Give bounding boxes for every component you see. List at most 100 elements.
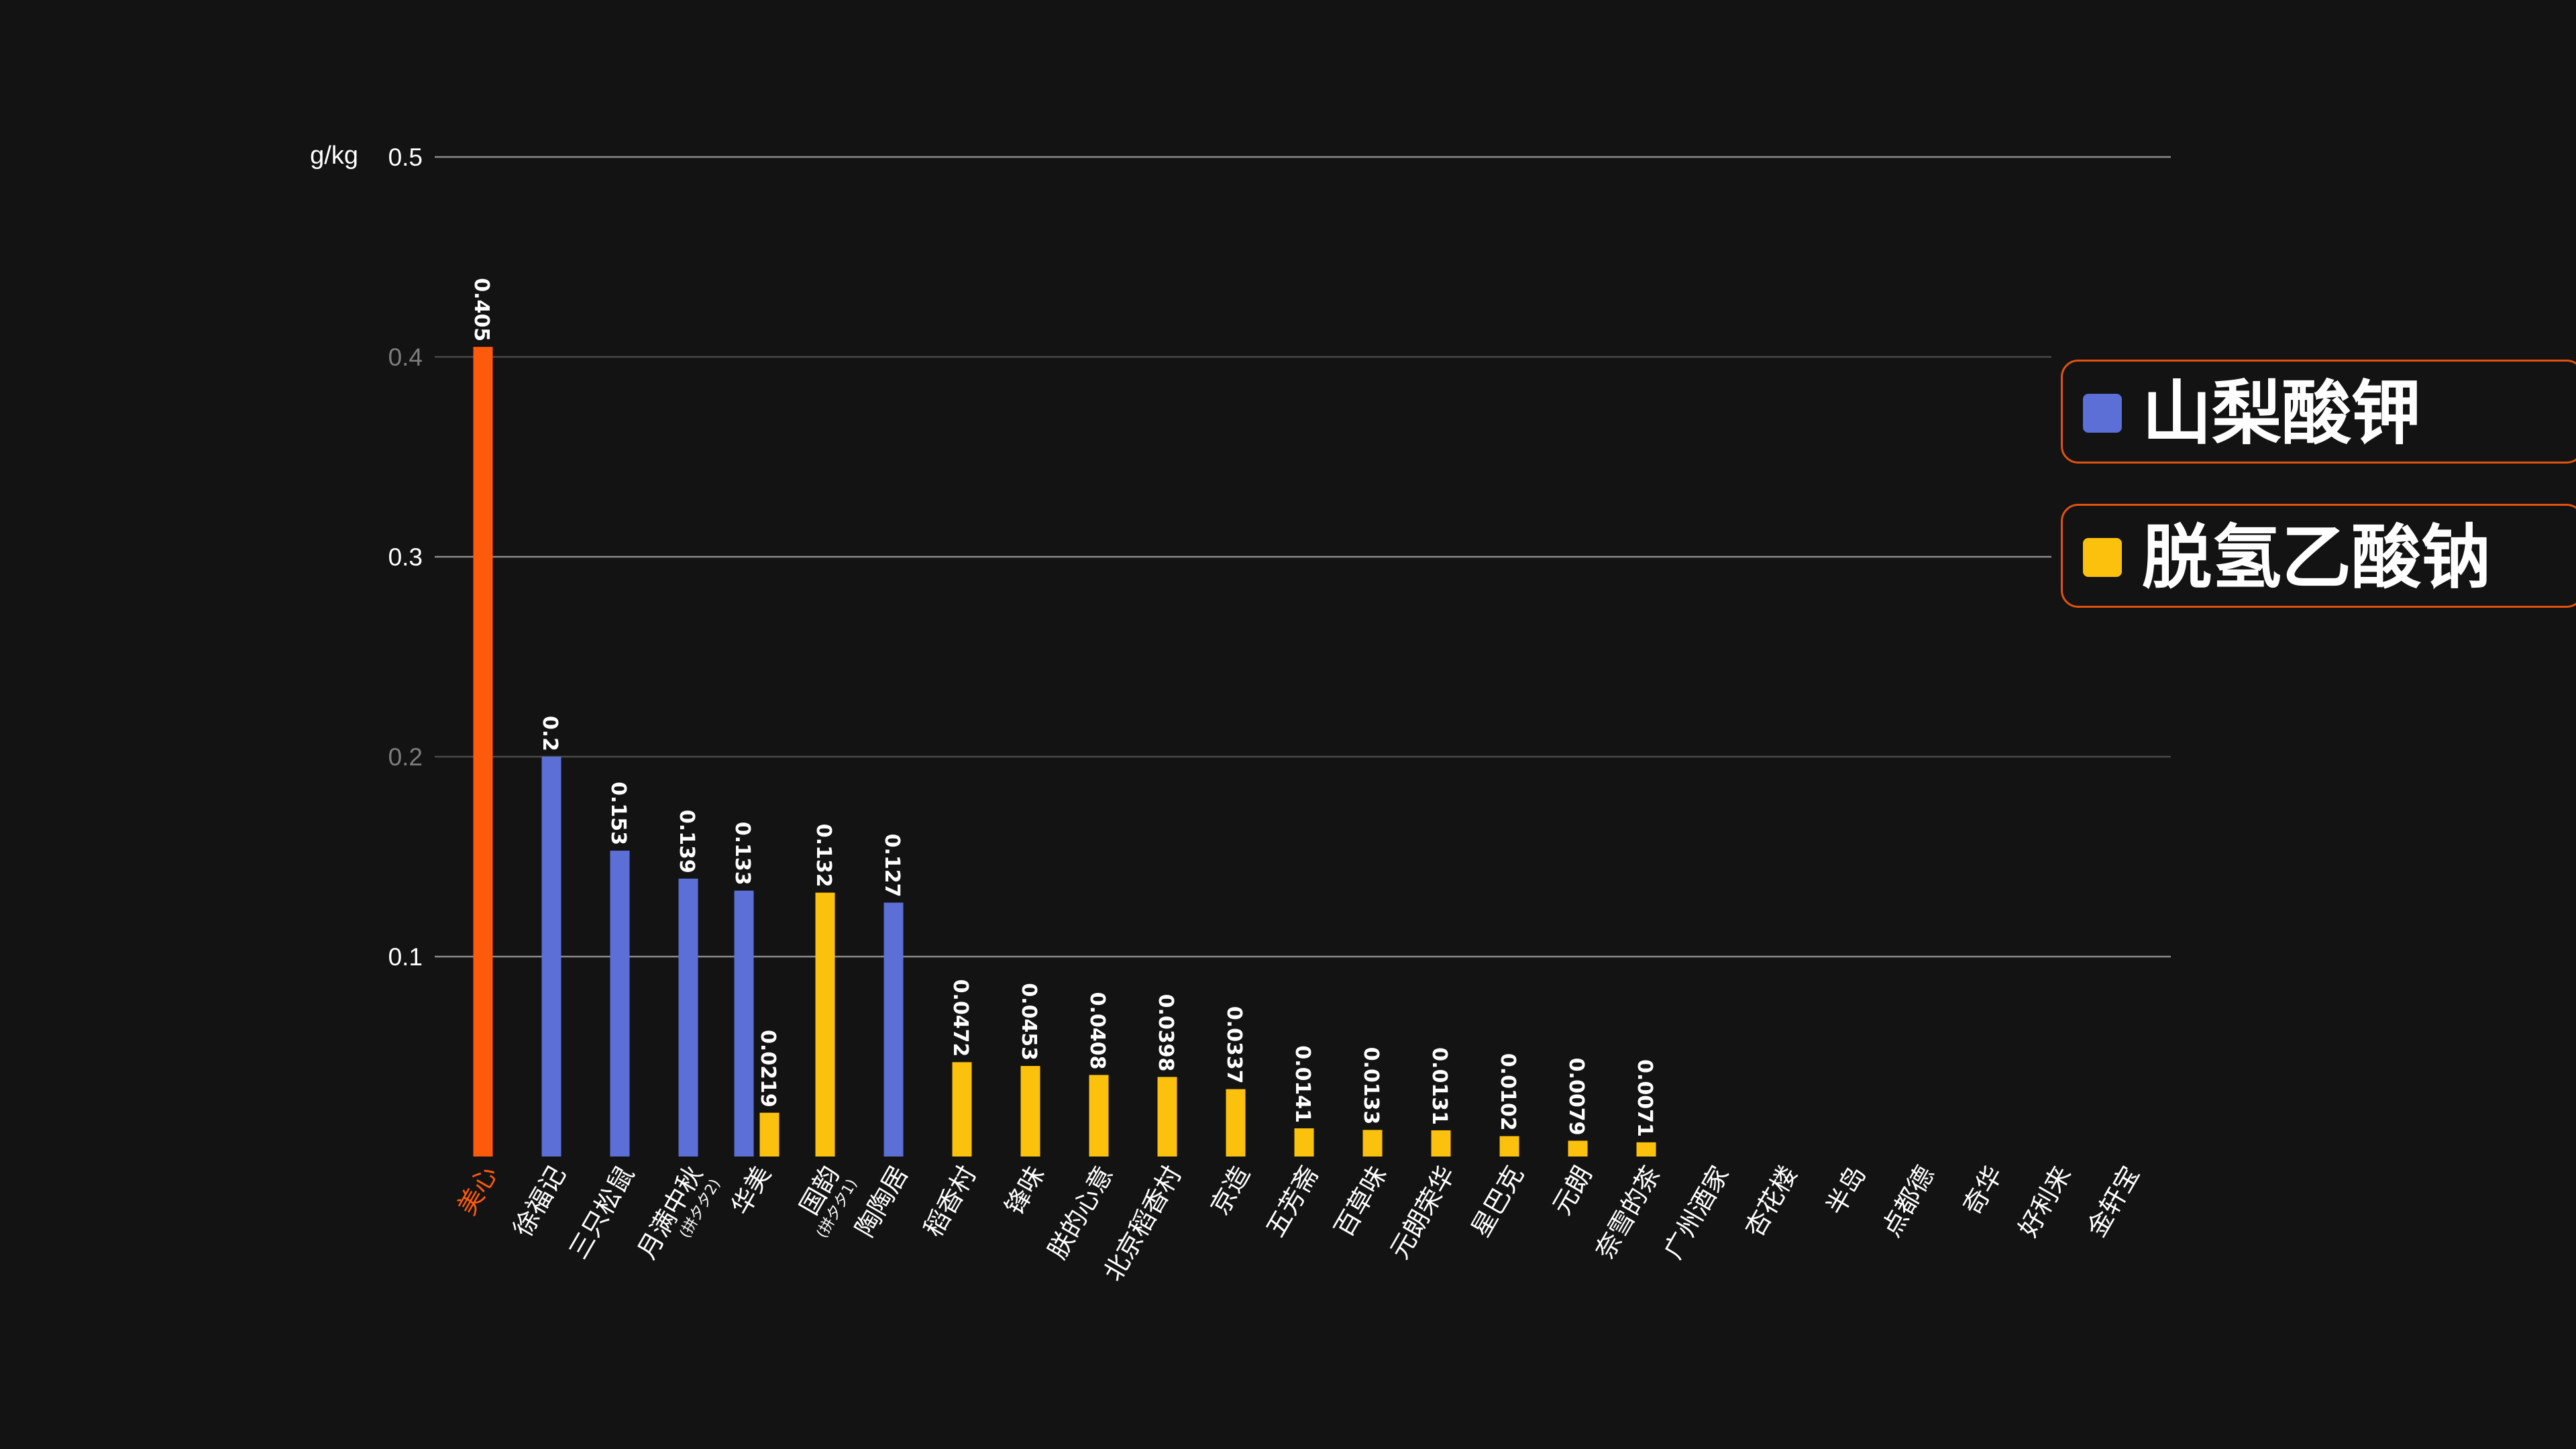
- bars: [473, 347, 1656, 1157]
- x-tick-label: 元朗荣华: [1385, 1161, 1461, 1265]
- x-tick-label: 稻香村: [918, 1161, 982, 1242]
- bar: [1362, 1130, 1383, 1157]
- x-tick-label-text: 稻香村: [918, 1161, 982, 1242]
- bar: [1157, 1077, 1177, 1157]
- x-tick-label-text: 金轩宝: [2082, 1161, 2145, 1242]
- bar-value-label: 0.0453: [1017, 983, 1040, 1061]
- bar-value-label: 0.0141: [1291, 1045, 1314, 1123]
- bar: [1636, 1142, 1656, 1157]
- x-tick-label: 奇华: [1957, 1161, 2008, 1220]
- x-tick-label-text: 杏花楼: [1739, 1161, 1803, 1242]
- x-tick-label: 京造: [1205, 1161, 1256, 1220]
- x-tick-label-text: 美心: [452, 1161, 503, 1220]
- bar-value-label: 0.0071: [1633, 1059, 1656, 1137]
- x-tick-label-text: 徐福记: [508, 1161, 572, 1242]
- bar: [883, 902, 904, 1157]
- x-tick-label: 美心: [452, 1161, 503, 1220]
- y-tick-label: 0.1: [388, 943, 423, 971]
- bar: [541, 757, 561, 1157]
- bar-value-label: 0.405: [470, 278, 493, 341]
- bar: [1568, 1140, 1588, 1157]
- x-tick-label: 国韵(拼夕夕1): [794, 1161, 861, 1242]
- bar-value-label: 0.0219: [756, 1030, 780, 1108]
- bar: [610, 851, 630, 1157]
- bar-value-label: 0.0398: [1154, 994, 1177, 1072]
- x-tick-label: 华美: [726, 1161, 777, 1220]
- bar-value-label: 0.139: [675, 810, 698, 873]
- x-tick-label: 陶陶居: [850, 1161, 914, 1242]
- bar-value-label: 0.0133: [1359, 1047, 1383, 1125]
- bar-value-label: 0.153: [606, 782, 630, 845]
- bar-value-label: 0.0102: [1496, 1053, 1519, 1131]
- bar: [815, 892, 835, 1157]
- y-axis-unit: g/kg: [310, 142, 358, 170]
- x-tick-label-text: 五芳斋: [1260, 1161, 1324, 1242]
- x-tick-label-text: 半岛: [1821, 1161, 1872, 1220]
- x-tick-label-text: 星巴克: [1466, 1161, 1529, 1242]
- x-tick-label: 广州酒家: [1658, 1161, 1735, 1265]
- legend-swatch-sodium-dehydroacetate: [2083, 538, 2122, 577]
- bar: [1226, 1089, 1246, 1157]
- legend-label-potassium-sorbate: 山梨酸钾: [2142, 372, 2422, 454]
- legend-swatch-potassium-sorbate: [2083, 394, 2122, 433]
- x-tick-label-text: 广州酒家: [1658, 1161, 1735, 1265]
- x-tick-label: 月满中秋(拼夕夕2): [632, 1161, 724, 1265]
- bar: [734, 890, 754, 1157]
- grid-lines: 0.5 0.4 0.3 0.2 0.1: [388, 144, 2171, 971]
- x-tick-label: 锋味: [1000, 1161, 1051, 1220]
- bar-value-label: 0.0472: [949, 979, 972, 1057]
- x-tick-label-text: 奇华: [1957, 1161, 2008, 1220]
- bar: [759, 1112, 780, 1157]
- bar-value-label: 0.133: [731, 822, 754, 885]
- bar: [1294, 1128, 1314, 1157]
- y-tick-label: 0.3: [388, 543, 423, 571]
- bar: [473, 347, 493, 1157]
- x-tick-label: 点都德: [1876, 1161, 1940, 1242]
- x-tick-label-text: 京造: [1205, 1161, 1256, 1220]
- bar-value-label: 0.2: [538, 716, 561, 751]
- x-tick-label: 星巴克: [1466, 1161, 1529, 1242]
- y-tick-label: 0.4: [388, 343, 423, 371]
- bar-value-label: 0.0079: [1564, 1058, 1588, 1136]
- bar: [952, 1062, 972, 1157]
- bar: [678, 878, 698, 1157]
- x-tick-label-text: 朕的心意: [1042, 1161, 1119, 1265]
- x-tick-label: 三只松鼠: [564, 1161, 640, 1265]
- bar-value-label: 0.127: [880, 834, 904, 898]
- x-tick-label: 元朗: [1547, 1161, 1598, 1220]
- x-tick-label: 半岛: [1821, 1161, 1872, 1220]
- x-tick-label-text: 锋味: [1000, 1161, 1051, 1220]
- x-tick-label-text: 三只松鼠: [564, 1161, 640, 1265]
- x-tick-label-text: 陶陶居: [850, 1161, 914, 1242]
- x-tick-label-text: 元朗荣华: [1385, 1161, 1461, 1265]
- x-tick-label: 五芳斋: [1260, 1161, 1324, 1242]
- x-tick-label: 朕的心意: [1042, 1161, 1119, 1265]
- bar: [1431, 1130, 1451, 1157]
- x-tick-label: 金轩宝: [2082, 1161, 2145, 1242]
- bar-value-label: 0.0408: [1085, 992, 1109, 1070]
- x-tick-label-text: 元朗: [1547, 1161, 1598, 1220]
- bar-value-label: 0.0337: [1222, 1006, 1246, 1084]
- x-tick-label-text: 点都德: [1876, 1161, 1940, 1242]
- x-tick-label: 杏花楼: [1739, 1161, 1803, 1242]
- x-tick-label-text: 奈雪的茶: [1590, 1161, 1666, 1265]
- bar: [1089, 1075, 1109, 1157]
- x-tick-label: 百草味: [1329, 1161, 1393, 1242]
- bar-value-label: 0.0131: [1428, 1047, 1451, 1125]
- y-tick-label: 0.2: [388, 743, 423, 771]
- x-tick-label-text: 华美: [726, 1161, 777, 1220]
- x-tick-label-text: 好利来: [2013, 1161, 2077, 1242]
- bar: [1499, 1136, 1519, 1157]
- bar-value-label: 0.132: [812, 824, 835, 888]
- legend-item-sodium-dehydroacetate: 脱氢乙酸钠: [2061, 504, 2576, 608]
- legend-label-sodium-dehydroacetate: 脱氢乙酸钠: [2142, 517, 2491, 598]
- x-tick-label-text: 百草味: [1329, 1161, 1393, 1242]
- data-labels: 0.405 0.2 0.153 0.139 0.133 0.0219 0.132 0.127 0…: [470, 278, 1656, 1137]
- x-tick-label: 徐福记: [508, 1161, 572, 1242]
- y-tick-label: 0.5: [388, 144, 423, 171]
- bar: [1020, 1066, 1040, 1157]
- legend-item-potassium-sorbate: 山梨酸钾: [2061, 360, 2576, 464]
- x-tick-label: 好利来: [2013, 1161, 2077, 1242]
